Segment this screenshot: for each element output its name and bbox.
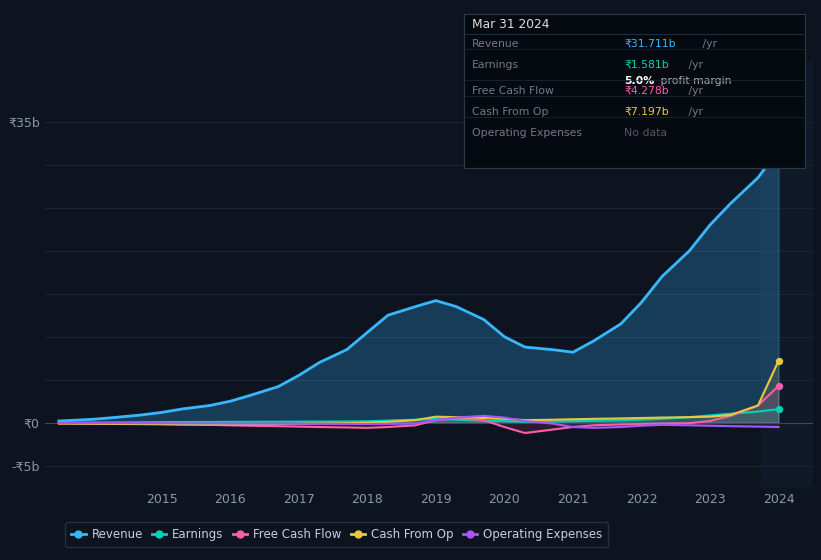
Text: No data: No data [624,128,667,138]
Text: profit margin: profit margin [657,76,732,86]
Text: ₹4.278b: ₹4.278b [624,86,669,96]
Legend: Revenue, Earnings, Free Cash Flow, Cash From Op, Operating Expenses: Revenue, Earnings, Free Cash Flow, Cash … [66,522,608,547]
Text: Free Cash Flow: Free Cash Flow [472,86,554,96]
Text: Earnings: Earnings [472,60,519,70]
Text: ₹1.581b: ₹1.581b [624,60,669,70]
Text: Cash From Op: Cash From Op [472,107,548,117]
Text: Mar 31 2024: Mar 31 2024 [472,18,549,31]
Text: ₹7.197b: ₹7.197b [624,107,669,117]
Text: /yr: /yr [685,60,703,70]
Text: 5.0%: 5.0% [624,76,654,86]
Bar [761,62,813,487]
Point [772,405,785,414]
Text: /yr: /yr [685,86,703,96]
Text: ₹31.711b: ₹31.711b [624,39,676,49]
Text: Revenue: Revenue [472,39,520,49]
Text: /yr: /yr [699,39,718,49]
Point [772,356,785,365]
Text: /yr: /yr [685,107,703,117]
Point [772,146,785,155]
Point [772,381,785,390]
Text: Operating Expenses: Operating Expenses [472,128,582,138]
